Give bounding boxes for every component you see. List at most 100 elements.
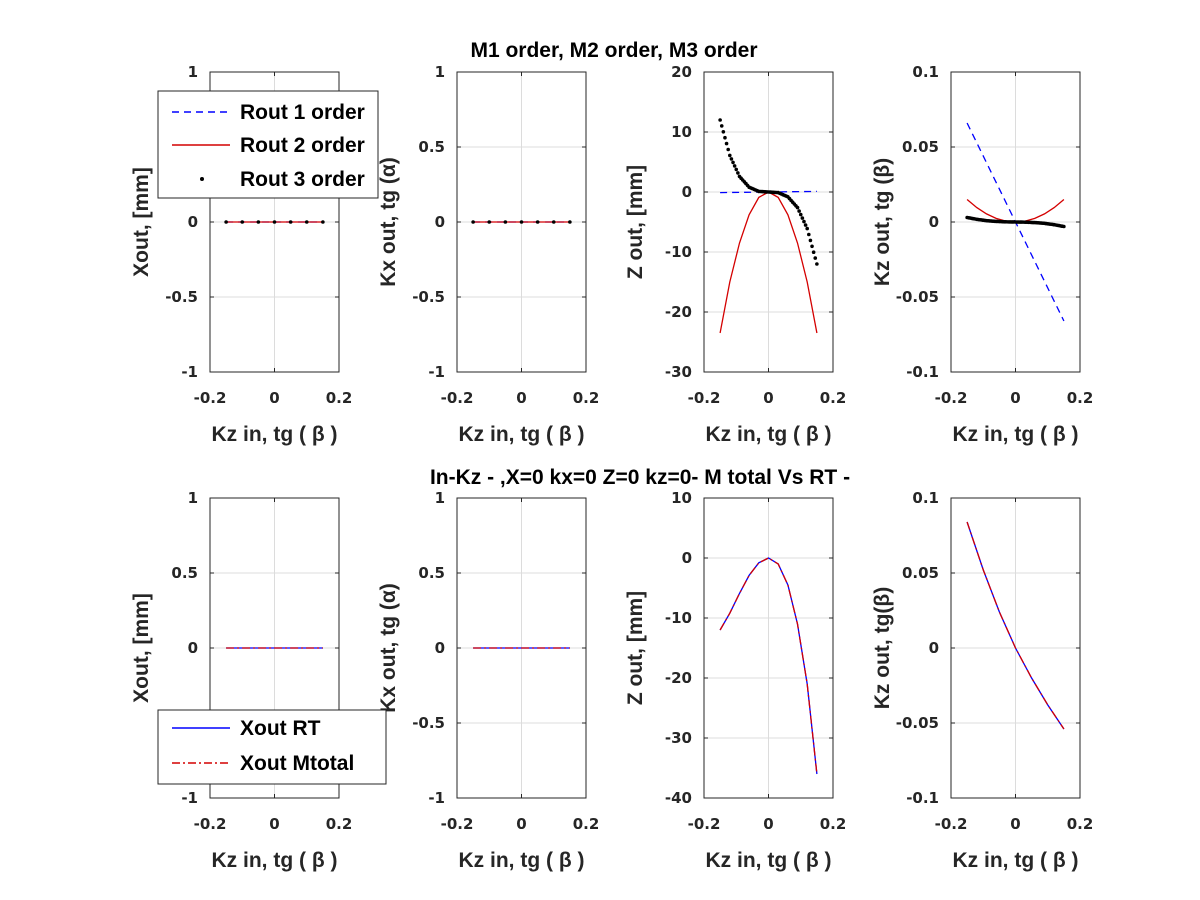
data-point [736,171,740,175]
x-tick-label: 0 [763,389,773,407]
data-point [797,209,801,213]
y-tick-label: -20 [665,669,692,687]
x-tick-label: 0 [269,389,279,407]
y-tick-label: 0 [929,213,939,231]
data-point [808,238,813,243]
y-tick-label: -1 [428,363,445,381]
y-tick-label: 0.5 [418,564,445,582]
legend-label-xout-mtotal: Xout Mtotal [240,752,354,775]
y-tick-label: -0.05 [896,288,939,306]
y-tick-label: 10 [671,489,692,507]
legend-label-rout2: Rout 2 order [240,134,365,157]
data-point [803,223,808,227]
subplot-r2c3: -0.2 0 0.2 -40 -30 -20 -10 0 10 Kz in, tg ( β ) Z … [624,489,846,872]
legend-marker-rout3 [200,177,204,181]
y-tick-label: -0.1 [906,789,939,807]
x-tick-label: -0.2 [688,389,721,407]
data-point [802,219,806,224]
x-axis-label: Kz in, tg ( β ) [953,849,1079,872]
x-tick-label: -0.2 [935,815,968,833]
x-tick-label: -0.2 [194,815,227,833]
legend-top: Rout 1 order Rout 2 order Rout 3 order [157,90,379,199]
data-point [721,130,726,134]
y-tick-label: 1 [435,489,445,507]
y-tick-label: 0.5 [418,138,445,156]
data-point [810,244,814,249]
y-tick-label: 0 [682,183,692,201]
x-tick-label: 0 [1010,389,1020,407]
legend-label-rout3: Rout 3 order [240,168,365,191]
y-tick-label: 10 [671,123,692,141]
x-tick-label: 0 [269,815,279,833]
y-tick-label: 1 [188,63,198,81]
data-point [724,141,729,146]
y-tick-label: 0.5 [171,564,198,582]
data-point [304,220,309,224]
x-tick-label: 0.2 [820,815,847,833]
y-tick-label: -40 [665,789,692,807]
y-tick-label: -10 [665,243,692,261]
data-point [321,220,325,224]
subplot-r1c3: -0.2 0 0.2 -30 -20 -10 0 10 20 Kz in, tg ( β ) Z o… [624,63,846,446]
legend-label-xout-rt: Xout RT [240,717,321,740]
y-tick-label: -1 [428,789,445,807]
data-point [1062,224,1066,229]
x-tick-label: 0.2 [1067,815,1094,833]
data-point [487,220,492,224]
data-point [729,157,734,161]
x-tick-label: 0 [516,389,526,407]
y-tick-label: 0.1 [912,489,939,507]
x-tick-label: 0.2 [326,389,353,407]
subplot-r1c2: -0.2 0 0.2 -1 -0.5 0 0.5 1 Kz in, tg ( β ) Kx out… [377,63,599,446]
y-tick-label: -20 [665,303,692,321]
data-point [800,216,805,220]
y-axis-label: Kz out, tg(β) [871,587,894,709]
y-tick-label: -0.5 [412,714,445,732]
subplot-r2c2: -0.2 0 0.2 -1 -0.5 0 0.5 1 Kz in, tg ( β ) Kx out… [377,489,599,872]
data-point [519,220,524,224]
y-tick-label: 0 [435,213,445,231]
x-tick-label: 0.2 [820,389,847,407]
x-tick-label: -0.2 [935,389,968,407]
legend-label-rout1: Rout 1 order [240,101,365,124]
x-axis-label: Kz in, tg ( β ) [459,849,585,872]
data-point [805,226,809,231]
y-axis-label: Xout, [mm] [130,167,153,277]
data-point [807,232,811,237]
y-tick-label: 0 [929,639,939,657]
y-tick-label: 0.05 [902,564,939,582]
y-tick-label: -1 [181,789,198,807]
series-line-2 [719,557,818,775]
y-tick-label: -0.1 [906,363,939,381]
legend-bottom-box [157,709,387,785]
y-tick-label: 0.05 [902,138,939,156]
data-point [798,212,803,217]
y-tick-label: -1 [181,363,198,381]
y-tick-label: 0 [188,639,198,657]
y-tick-label: -0.05 [896,714,939,732]
subplot-r2c4: -0.2 0 0.2 -0.1 -0.05 0 0.05 0.1 Kz in, tg ( β )… [871,489,1093,872]
data-point [726,147,730,152]
x-axis-label: Kz in, tg ( β ) [706,423,832,446]
data-point [256,220,261,224]
y-tick-label: -0.5 [165,288,198,306]
x-tick-label: 0 [1010,815,1020,833]
y-tick-label: 0 [682,549,692,567]
data-point [288,220,293,224]
y-tick-label: 1 [188,489,198,507]
data-point [272,220,277,224]
data-point [224,220,228,224]
bottom-row-title: In-Kz - ,X=0 kx=0 Z=0 kz=0- M total Vs R… [430,466,850,489]
top-row-title: M1 order, M2 order, M3 order [470,39,757,62]
data-point [503,220,508,224]
data-point [813,256,818,260]
y-axis-label: Z out, [mm] [624,591,647,705]
y-tick-label: -0.5 [412,288,445,306]
data-point [731,160,735,165]
data-point [568,220,572,224]
y-tick-label: -30 [665,729,692,747]
data-point [732,164,737,168]
legend-bottom: Xout RT Xout Mtotal [157,709,387,785]
